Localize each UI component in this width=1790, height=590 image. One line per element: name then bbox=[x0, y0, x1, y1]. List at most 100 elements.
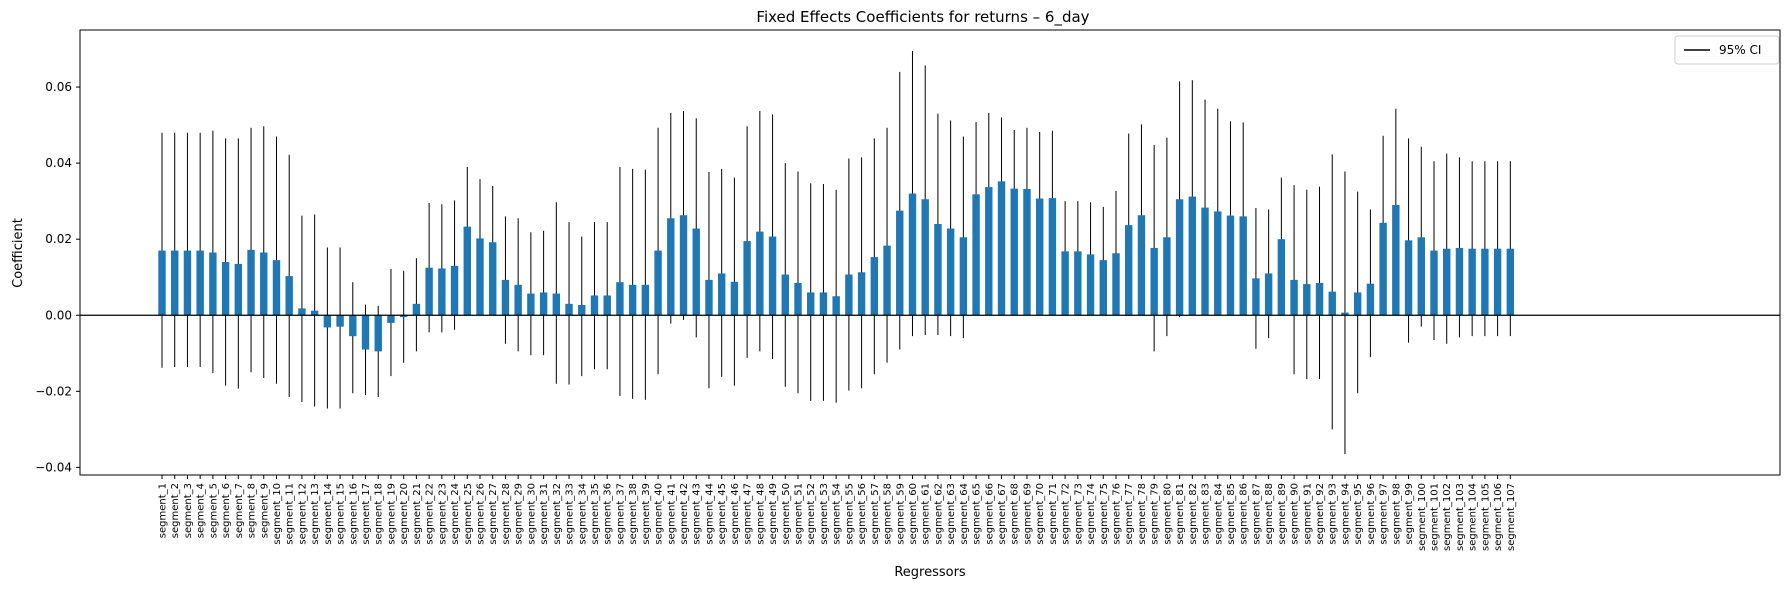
y-tick-label: 0.02 bbox=[45, 232, 72, 246]
bar-segment_103 bbox=[1455, 247, 1464, 316]
bar-segment_34 bbox=[578, 304, 586, 316]
x-tick-label: segment_85 bbox=[1226, 483, 1237, 545]
legend: 95% CI bbox=[1674, 35, 1780, 65]
bar-segment_3 bbox=[183, 250, 192, 316]
x-tick-label: segment_44 bbox=[704, 483, 715, 545]
bar-segment_13 bbox=[310, 310, 319, 316]
x-tick-label: segment_36 bbox=[603, 483, 614, 545]
x-tick-label: segment_87 bbox=[1251, 483, 1262, 545]
bar-segment_96 bbox=[1366, 283, 1375, 316]
bar-segment_49 bbox=[768, 236, 777, 316]
x-tick-label: segment_15 bbox=[336, 483, 347, 545]
x-tick-label: segment_51 bbox=[794, 483, 805, 545]
bar-segment_18 bbox=[374, 315, 382, 352]
bar-segment_38 bbox=[628, 284, 637, 316]
bar-segment_60 bbox=[908, 193, 917, 316]
x-tick-label: segment_30 bbox=[526, 483, 537, 545]
bar-segment_44 bbox=[705, 279, 713, 316]
bar-segment_69 bbox=[1023, 188, 1031, 316]
bar-segment_58 bbox=[883, 245, 891, 316]
x-tick-label: segment_16 bbox=[348, 483, 359, 545]
x-tick-label: segment_65 bbox=[972, 483, 983, 545]
x-tick-label: segment_53 bbox=[819, 483, 830, 545]
bar-segment_45 bbox=[717, 273, 726, 316]
bar-segment_97 bbox=[1379, 222, 1387, 316]
x-tick-label: segment_107 bbox=[1506, 483, 1517, 551]
bar-segment_77 bbox=[1125, 225, 1133, 316]
bar-segment_85 bbox=[1226, 215, 1235, 316]
bar-segment_86 bbox=[1239, 216, 1247, 316]
bar-segment_78 bbox=[1137, 215, 1146, 316]
bar-segment_43 bbox=[692, 228, 700, 316]
x-tick-label: segment_43 bbox=[692, 483, 703, 545]
bar-segment_76 bbox=[1112, 253, 1120, 316]
x-tick-label: segment_93 bbox=[1328, 483, 1339, 545]
x-tick-label: segment_75 bbox=[1099, 483, 1110, 545]
bar-segment_41 bbox=[667, 218, 675, 316]
bar-segment_39 bbox=[641, 284, 650, 316]
x-tick-label: segment_105 bbox=[1480, 483, 1491, 551]
x-tick-label: segment_61 bbox=[921, 483, 932, 545]
y-tick-label: −0.04 bbox=[35, 460, 72, 474]
bar-segment_15 bbox=[336, 315, 344, 327]
bar-segment_4 bbox=[196, 250, 204, 316]
x-tick-label: segment_27 bbox=[488, 483, 499, 545]
bar-segment_93 bbox=[1328, 291, 1336, 316]
x-tick-label: segment_31 bbox=[539, 483, 550, 545]
x-tick-label: segment_8 bbox=[247, 483, 258, 538]
x-tick-label: segment_20 bbox=[399, 483, 410, 545]
bar-segment_99 bbox=[1404, 240, 1413, 316]
y-axis-label: Coefficient bbox=[11, 218, 26, 288]
bar-segment_55 bbox=[845, 274, 853, 316]
x-tick-label: segment_26 bbox=[476, 483, 487, 545]
legend-box bbox=[1674, 35, 1780, 65]
bar-segment_71 bbox=[1048, 198, 1057, 316]
x-tick-label: segment_54 bbox=[832, 483, 843, 545]
bar-segment_72 bbox=[1061, 251, 1069, 316]
bar-segment_1 bbox=[158, 250, 166, 316]
x-tick-label: segment_72 bbox=[1061, 483, 1072, 545]
bar-segment_50 bbox=[781, 274, 789, 316]
bar-segment_16 bbox=[349, 315, 357, 337]
x-tick-label: segment_101 bbox=[1430, 483, 1441, 551]
bar-segment_24 bbox=[450, 265, 459, 316]
bar-segment_82 bbox=[1188, 196, 1197, 316]
y-tick-label: 0.06 bbox=[45, 80, 72, 94]
bar-segment_100 bbox=[1417, 237, 1425, 316]
x-tick-label: segment_52 bbox=[806, 483, 817, 545]
x-tick-label: segment_64 bbox=[959, 483, 970, 545]
x-tick-label: segment_10 bbox=[272, 483, 283, 545]
x-tick-label: segment_82 bbox=[1188, 483, 1199, 545]
x-tick-label: segment_56 bbox=[857, 483, 868, 545]
x-axis-label: Regressors bbox=[894, 565, 966, 580]
x-tick-label: segment_11 bbox=[285, 483, 296, 545]
confidence-intervals bbox=[161, 50, 1511, 455]
x-tick-label: segment_25 bbox=[463, 483, 474, 545]
x-tick-label: segment_9 bbox=[259, 483, 270, 538]
x-tick-label: segment_106 bbox=[1493, 483, 1504, 551]
x-tick-label: segment_37 bbox=[615, 483, 626, 545]
x-tick-label: segment_32 bbox=[552, 483, 563, 545]
bar-segment_101 bbox=[1430, 250, 1438, 316]
x-tick-label: segment_98 bbox=[1391, 483, 1402, 545]
bar-segment_98 bbox=[1392, 204, 1400, 316]
x-tick-label: segment_102 bbox=[1442, 483, 1453, 551]
bar-segment_47 bbox=[743, 241, 751, 316]
x-tick-label: segment_71 bbox=[1048, 483, 1059, 545]
x-tick-label: segment_80 bbox=[1162, 483, 1173, 545]
x-tick-label: segment_23 bbox=[437, 483, 448, 545]
bar-segment_51 bbox=[794, 282, 802, 316]
bar-segment_104 bbox=[1468, 248, 1476, 316]
x-tick-label: segment_46 bbox=[730, 483, 741, 545]
bar-segment_20 bbox=[399, 315, 408, 318]
x-tick-label: segment_62 bbox=[933, 483, 944, 545]
bar-segment_26 bbox=[476, 238, 484, 316]
x-tick-label: segment_89 bbox=[1277, 483, 1288, 545]
x-tick-label: segment_21 bbox=[412, 483, 423, 545]
x-tick-label: segment_97 bbox=[1379, 483, 1390, 545]
x-tick-label: segment_63 bbox=[946, 483, 957, 545]
x-tick-label: segment_60 bbox=[908, 483, 919, 545]
x-tick-label: segment_3 bbox=[183, 483, 194, 538]
x-tick-label: segment_1 bbox=[158, 483, 169, 538]
bar-segment_106 bbox=[1493, 248, 1502, 316]
